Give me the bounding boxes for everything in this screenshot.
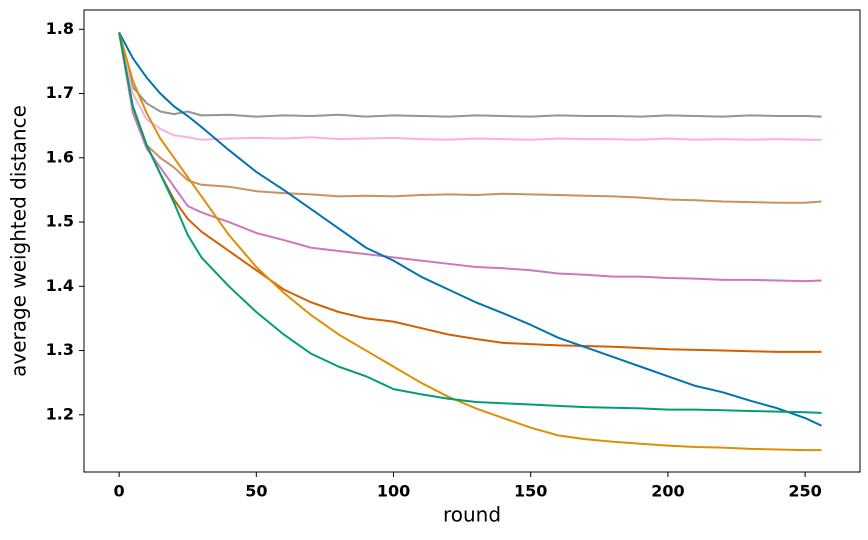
y-tick-label: 1.7 bbox=[46, 83, 74, 102]
x-tick-label: 0 bbox=[114, 482, 125, 501]
x-tick-label: 150 bbox=[514, 482, 547, 501]
series-line bbox=[118, 32, 822, 353]
y-tick-label: 1.8 bbox=[46, 19, 74, 38]
y-tick-label: 1.5 bbox=[46, 212, 74, 231]
y-tick-label: 1.2 bbox=[46, 404, 74, 423]
series-line bbox=[118, 32, 822, 283]
series-line bbox=[118, 32, 822, 414]
plot-frame bbox=[83, 9, 861, 473]
y-tick-label: 1.6 bbox=[46, 147, 74, 166]
x-axis-label: round bbox=[443, 503, 501, 527]
series-line bbox=[118, 32, 822, 204]
series-line bbox=[118, 32, 822, 118]
y-axis-label: average weighted distance bbox=[7, 105, 31, 377]
y-tick-label: 1.3 bbox=[46, 340, 74, 359]
y-tick-label: 1.4 bbox=[46, 276, 74, 295]
series-line bbox=[118, 32, 823, 427]
series-line bbox=[118, 32, 822, 141]
x-tick-label: 200 bbox=[651, 482, 684, 501]
series-line bbox=[118, 32, 822, 452]
x-tick-label: 50 bbox=[245, 482, 267, 501]
x-tick-label: 250 bbox=[788, 482, 821, 501]
x-tick-label: 100 bbox=[377, 482, 410, 501]
